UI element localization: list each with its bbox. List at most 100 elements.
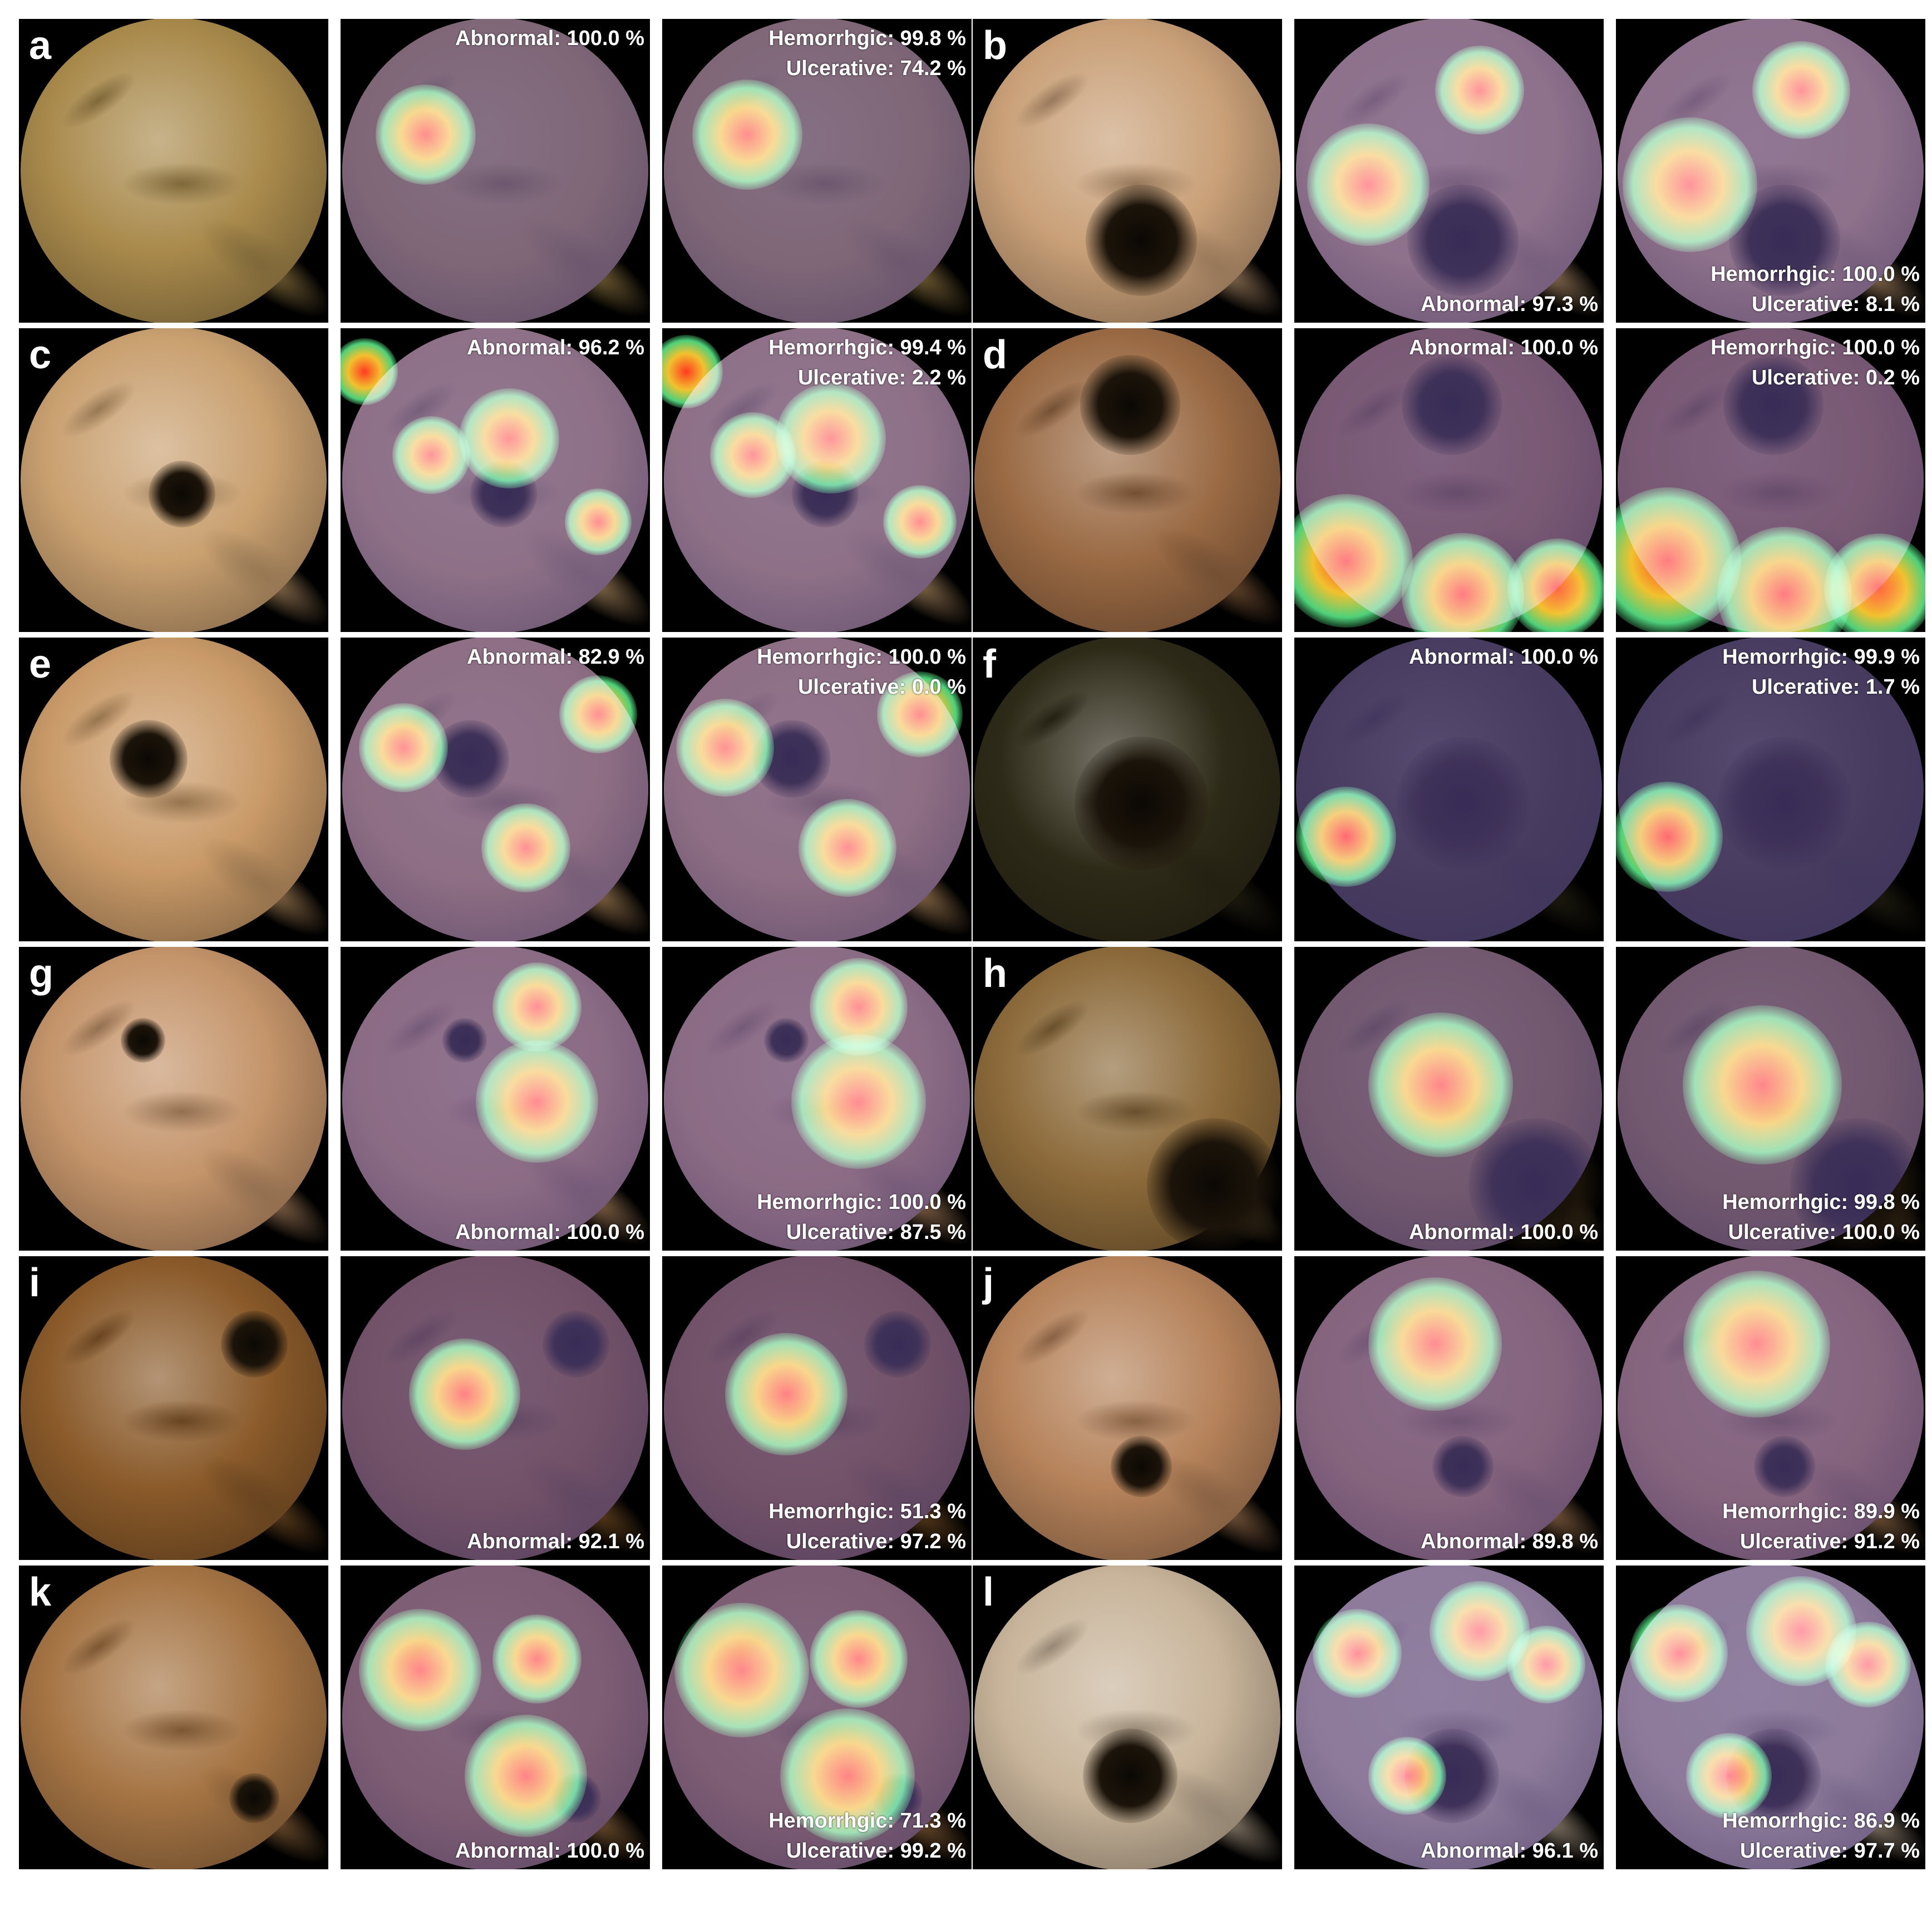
heat-spot bbox=[791, 1034, 926, 1169]
panel-letter: i bbox=[29, 1261, 41, 1305]
abnormal-probability: Abnormal: 100.0 % bbox=[455, 1221, 644, 1244]
heat-spot bbox=[1294, 494, 1413, 628]
heatmap-overlay bbox=[342, 638, 650, 941]
abnormal-probability-caption: Abnormal: 82.9 % bbox=[467, 642, 644, 672]
heat-spot bbox=[883, 485, 957, 559]
heatmap-overlay bbox=[1618, 1256, 1925, 1560]
heat-spot bbox=[1435, 46, 1524, 135]
hemorrhagic-probability: Hemorrhgic: 99.4 % bbox=[768, 336, 966, 359]
lesion-type-probability-caption: Hemorrhgic: 71.3 % Ulcerative: 99.2 % bbox=[768, 1806, 966, 1866]
lumen bbox=[221, 1311, 288, 1377]
figure-panel-l: l Abnormal: 96.1 % Hemorrhgic: 86.9 % Ulcer… bbox=[973, 1566, 1925, 1869]
lesion-type-probability-caption: Hemorrhgic: 99.8 % Ulcerative: 100.0 % bbox=[1722, 1187, 1920, 1247]
hemorrhagic-probability: Hemorrhgic: 100.0 % bbox=[757, 645, 966, 669]
endoscopy-frame bbox=[21, 1256, 328, 1560]
heat-spot bbox=[1307, 124, 1430, 246]
mucosal-fold bbox=[53, 1608, 144, 1685]
endoscopy-frame bbox=[974, 19, 1282, 323]
heat-spot bbox=[1683, 1005, 1842, 1164]
endoscopy-frame bbox=[974, 1256, 1282, 1560]
heatmap-overlay bbox=[664, 19, 972, 323]
heat-spot bbox=[359, 703, 448, 792]
abnormal-probability: Abnormal: 82.9 % bbox=[467, 645, 644, 669]
mucosal-fold bbox=[186, 819, 328, 941]
original-image: j bbox=[973, 1256, 1282, 1560]
mucosal-fold bbox=[186, 1438, 328, 1560]
heat-spot bbox=[1683, 1271, 1830, 1418]
lumen bbox=[149, 461, 215, 527]
abnormal-probability: Abnormal: 89.8 % bbox=[1421, 1530, 1598, 1553]
abnormal-heatmap: Abnormal: 97.3 % bbox=[1294, 19, 1604, 323]
heatmap-overlay bbox=[1618, 947, 1925, 1251]
abnormal-heatmap: Abnormal: 100.0 % bbox=[341, 1566, 650, 1869]
heatmap-overlay bbox=[664, 947, 972, 1251]
heat-spot bbox=[1686, 1733, 1772, 1819]
mucosal-fold bbox=[53, 1299, 144, 1376]
endoscopy-frame bbox=[21, 19, 328, 323]
mucosal-fold bbox=[186, 1128, 328, 1251]
original-image: f bbox=[973, 638, 1282, 941]
abnormal-probability: Abnormal: 100.0 % bbox=[1409, 336, 1598, 359]
endoscopy-frame bbox=[21, 1566, 328, 1869]
lumen bbox=[1080, 355, 1180, 455]
figure-panel-k: k Abnormal: 100.0 % Hemorrhgic: 71.3 % Ulce… bbox=[19, 1566, 972, 1869]
lumen bbox=[1111, 1436, 1172, 1497]
heat-spot bbox=[710, 412, 796, 498]
lesion-type-heatmap: Hemorrhgic: 99.4 % Ulcerative: 2.2 % bbox=[662, 328, 972, 632]
endoscopy-frame bbox=[21, 947, 328, 1251]
panel-letter: a bbox=[29, 23, 52, 68]
lumen bbox=[1075, 737, 1208, 870]
heat-spot bbox=[481, 803, 570, 892]
endoscopy-frame bbox=[21, 638, 328, 941]
ulcerative-probability: Ulcerative: 2.2 % bbox=[797, 366, 966, 389]
heat-spot bbox=[1368, 1013, 1513, 1157]
abnormal-probability-caption: Abnormal: 100.0 % bbox=[1409, 333, 1598, 363]
lesion-type-heatmap: Hemorrhgic: 99.9 % Ulcerative: 1.7 % bbox=[1616, 638, 1925, 941]
ulcerative-probability: Ulcerative: 91.2 % bbox=[1739, 1530, 1920, 1553]
hemorrhagic-probability: Hemorrhgic: 86.9 % bbox=[1722, 1809, 1920, 1833]
lumen bbox=[1086, 185, 1197, 296]
abnormal-probability-caption: Abnormal: 100.0 % bbox=[455, 1836, 644, 1866]
ulcerative-probability: Ulcerative: 0.2 % bbox=[1751, 366, 1920, 389]
hemorrhagic-probability: Hemorrhgic: 51.3 % bbox=[768, 1500, 966, 1523]
abnormal-heatmap: Abnormal: 100.0 % bbox=[1294, 638, 1604, 941]
heatmap-overlay bbox=[1296, 947, 1604, 1251]
panel-letter: l bbox=[983, 1570, 994, 1614]
lesion-type-probability-caption: Hemorrhgic: 86.9 % Ulcerative: 97.7 % bbox=[1722, 1806, 1920, 1866]
lesion-type-heatmap: Hemorrhgic: 89.9 % Ulcerative: 91.2 % bbox=[1616, 1256, 1925, 1560]
heatmap-overlay bbox=[342, 1566, 650, 1869]
abnormal-probability-caption: Abnormal: 100.0 % bbox=[455, 23, 644, 53]
abnormal-probability: Abnormal: 96.2 % bbox=[467, 336, 644, 359]
figure-panel-e: e Abnormal: 82.9 % Hemorrhgic: 100.0 % Ulce… bbox=[19, 638, 972, 941]
hemorrhagic-probability: Hemorrhgic: 99.8 % bbox=[1722, 1191, 1920, 1214]
abnormal-probability-caption: Abnormal: 100.0 % bbox=[455, 1217, 644, 1247]
abnormal-probability: Abnormal: 97.3 % bbox=[1421, 293, 1598, 316]
heat-spot bbox=[476, 1040, 598, 1163]
lumen bbox=[1083, 1729, 1177, 1823]
lumen bbox=[229, 1773, 279, 1823]
heatmap-overlay bbox=[662, 328, 972, 632]
heatmap-overlay bbox=[341, 328, 650, 632]
mucosal-fold bbox=[1007, 990, 1098, 1066]
lesion-type-heatmap: Hemorrhgic: 100.0 % Ulcerative: 87.5 % bbox=[662, 947, 972, 1251]
ulcerative-probability: Ulcerative: 97.2 % bbox=[786, 1530, 966, 1553]
endoscopy-frame bbox=[974, 1566, 1282, 1869]
heat-spot bbox=[492, 962, 581, 1051]
heatmap-overlay bbox=[342, 947, 650, 1251]
heatmap-overlay bbox=[1296, 638, 1604, 941]
heat-spot bbox=[559, 675, 637, 753]
mucosal-fold bbox=[121, 1709, 243, 1752]
mucosal-fold bbox=[1007, 1299, 1098, 1376]
original-image: h bbox=[973, 947, 1282, 1251]
heatmap-overlay bbox=[342, 19, 650, 323]
mucosal-fold bbox=[1007, 680, 1098, 757]
figure-panel-j: j Abnormal: 89.8 % Hemorrhgic: 89.9 % Ulcer… bbox=[973, 1256, 1925, 1560]
figure-panel-g: g Abnormal: 100.0 % Hemorrhgic: 100.0 % Ulc… bbox=[19, 947, 972, 1251]
abnormal-heatmap: Abnormal: 100.0 % bbox=[1294, 328, 1604, 632]
abnormal-probability-caption: Abnormal: 89.8 % bbox=[1421, 1527, 1598, 1557]
heat-spot bbox=[341, 338, 398, 405]
heat-spot bbox=[676, 699, 774, 797]
ulcerative-probability: Ulcerative: 87.5 % bbox=[786, 1221, 966, 1244]
heat-spot bbox=[492, 1614, 581, 1703]
